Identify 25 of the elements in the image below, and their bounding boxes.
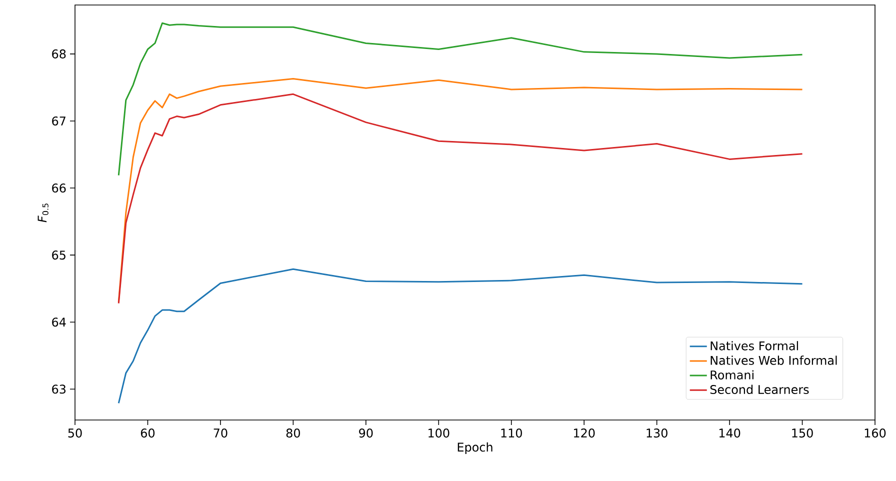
legend-label: Romani [710,370,754,380]
y-tick-label: 65 [52,250,66,260]
y-tick-label: 63 [52,384,66,394]
x-tick-label: 160 [864,428,886,438]
y-tick-label: 68 [52,49,66,58]
legend-label: Natives Formal [710,341,798,350]
legend-label: Second Learners [710,384,809,394]
y-tick-label: 66 [52,184,66,193]
y-tick-label: 64 [52,318,66,327]
x-axis-title: Epoch [458,442,492,454]
x-tick-label: 140 [719,428,740,438]
y-axis-title: F$_{0.5}$ [38,204,48,222]
x-tick-label: 70 [214,428,228,438]
x-tick-label: 60 [140,428,155,438]
y-tick-label: 67 [52,116,66,126]
x-tick-label: 90 [359,428,373,438]
legend-label: Natives Web Informal [710,356,837,365]
x-tick-label: 100 [428,428,450,438]
x-tick-label: 50 [68,428,82,438]
x-tick-label: 150 [792,428,813,438]
line-series [118,22,804,176]
x-tick-label: 80 [286,428,300,438]
x-tick-label: 120 [574,428,595,438]
x-tick-label: 110 [501,428,522,438]
x-tick-label: 130 [646,428,668,438]
